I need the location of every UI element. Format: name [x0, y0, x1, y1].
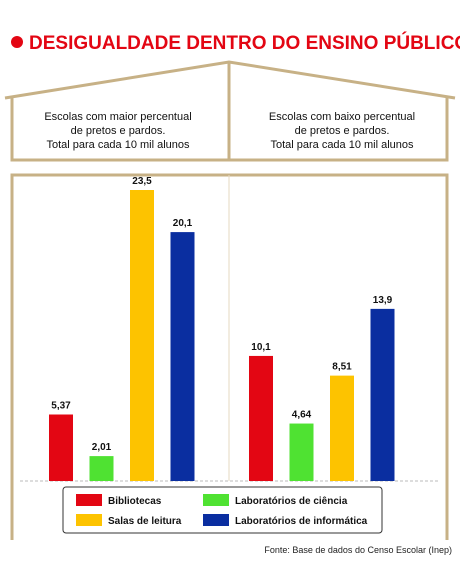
bar — [249, 355, 273, 481]
category-label: Escolas com baixo percentual de pretos e … — [269, 111, 415, 151]
category-label: Escolas com maior percentual de pretos e … — [44, 111, 191, 151]
bar — [170, 232, 195, 481]
legend-swatch — [76, 514, 102, 526]
value-label: 5,37 — [51, 401, 71, 412]
value-label: 10,1 — [251, 342, 271, 353]
legend-box — [62, 486, 383, 534]
chart-title: DESIGUALDADE DENTRO DO ENSINO PÚBLICO — [29, 32, 460, 54]
bar — [49, 414, 73, 481]
value-label: 20,1 — [173, 218, 193, 229]
legend-swatch — [203, 494, 229, 506]
source: Fonte: Base de dados do Censo Escolar (I… — [264, 545, 452, 555]
title-dot — [11, 36, 23, 48]
legend-swatch — [203, 514, 229, 526]
legend-swatch — [76, 494, 102, 506]
bar — [330, 375, 354, 481]
value-label: 2,01 — [92, 442, 112, 453]
bar — [289, 423, 314, 481]
bar — [370, 308, 395, 481]
bar — [130, 190, 154, 481]
value-label: 4,64 — [292, 410, 312, 421]
value-label: 13,9 — [373, 295, 393, 306]
legend-label: Laboratórios de informática — [235, 516, 368, 527]
bar — [89, 456, 114, 481]
legend-label: Salas de leitura — [108, 516, 182, 527]
legend-label: Laboratórios de ciência — [235, 496, 348, 507]
value-label: 8,51 — [332, 362, 352, 373]
value-label: 23,5 — [132, 176, 152, 187]
legend-label: Bibliotecas — [108, 496, 162, 507]
